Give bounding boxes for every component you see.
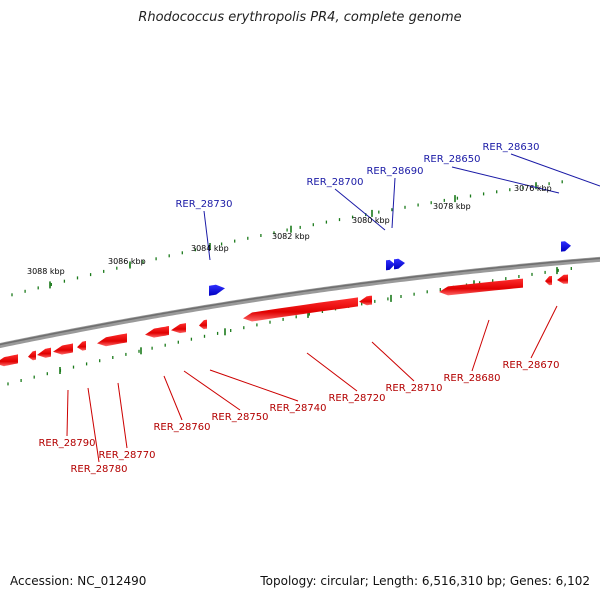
forward-gene-label-leader [510,153,600,187]
reverse-gene-arrow[interactable] [545,275,552,286]
reverse-gene-label-leader [371,341,415,382]
scale-label: 3078 kbp [433,202,471,211]
forward-gene-label-leader [391,177,396,229]
reverse-gene-arrow[interactable] [557,274,568,284]
forward-gene-label[interactable]: RER_28630 [482,142,539,153]
map-title: Rhodococcus erythropolis PR4, complete g… [138,10,462,25]
reverse-gene-label-leader [209,369,299,402]
forward-gene-arrow[interactable] [209,284,225,296]
forward-gene-arrow[interactable] [394,258,405,270]
genome-backbone [0,256,600,349]
reverse-gene-label[interactable]: RER_28770 [98,450,155,461]
reverse-gene-label[interactable]: RER_28760 [153,422,210,433]
reverse-gene-label[interactable]: RER_28670 [502,360,559,371]
reverse-gene-arrow[interactable] [243,297,358,322]
reverse-gene-arrow[interactable] [37,347,51,358]
reverse-gene-label[interactable]: RER_28750 [211,412,268,423]
reverse-gene-arrow[interactable] [53,343,73,355]
reverse-gene-arrow[interactable] [145,326,169,338]
scale-label: 3086 kbp [108,257,146,266]
reverse-gene-arrow[interactable] [171,323,186,334]
genome-summary-text: Topology: circular; Length: 6,516,310 bp… [260,574,590,588]
forward-gene-label-leader [334,188,386,231]
reverse-gene-arrow[interactable] [0,354,18,367]
forward-gene-label[interactable]: RER_28690 [366,166,423,177]
reverse-gene-arrow[interactable] [77,341,86,351]
reverse-gene-label-leader [530,305,558,359]
reverse-gene-arrow[interactable] [97,333,127,347]
reverse-gene-label[interactable]: RER_28740 [269,403,326,414]
reverse-gene-label[interactable]: RER_28790 [38,438,95,449]
reverse-gene-label-leader [471,319,490,372]
reverse-gene-label[interactable]: RER_28710 [385,383,442,394]
scale-label: 3080 kbp [352,216,390,225]
forward-gene-label-leader [451,166,560,194]
forward-gene-arrow[interactable] [561,241,571,252]
scale-label: 3076 kbp [514,184,552,193]
reverse-gene-label-leader [183,370,241,411]
reverse-gene-label[interactable]: RER_28720 [328,393,385,404]
forward-gene-label-leader [203,210,211,261]
reverse-gene-arrow[interactable] [199,319,207,330]
scale-label: 3088 kbp [27,267,65,276]
reverse-gene-label-leader [87,387,100,463]
scale-label: 3082 kbp [272,232,310,241]
genome-backbone-shade [0,257,600,346]
reverse-gene-label-leader [117,382,128,449]
forward-gene-label[interactable]: RER_28650 [423,154,480,165]
reverse-gene-label[interactable]: RER_28780 [70,464,127,475]
reverse-gene-label[interactable]: RER_28680 [443,373,500,384]
forward-gene-arrow[interactable] [386,259,395,271]
reverse-gene-arrow[interactable] [359,295,372,306]
forward-gene-label[interactable]: RER_28730 [175,199,232,210]
reverse-gene-label-leader [66,389,69,437]
forward-gene-label[interactable]: RER_28700 [306,177,363,188]
reverse-gene-arrow[interactable] [439,278,523,296]
reverse-gene-arrow[interactable] [28,350,36,361]
accession-text: Accession: NC_012490 [10,574,147,588]
reverse-gene-label-leader [306,352,358,392]
reverse-gene-label-leader [163,375,183,421]
scale-label: 3084 kbp [191,244,229,253]
